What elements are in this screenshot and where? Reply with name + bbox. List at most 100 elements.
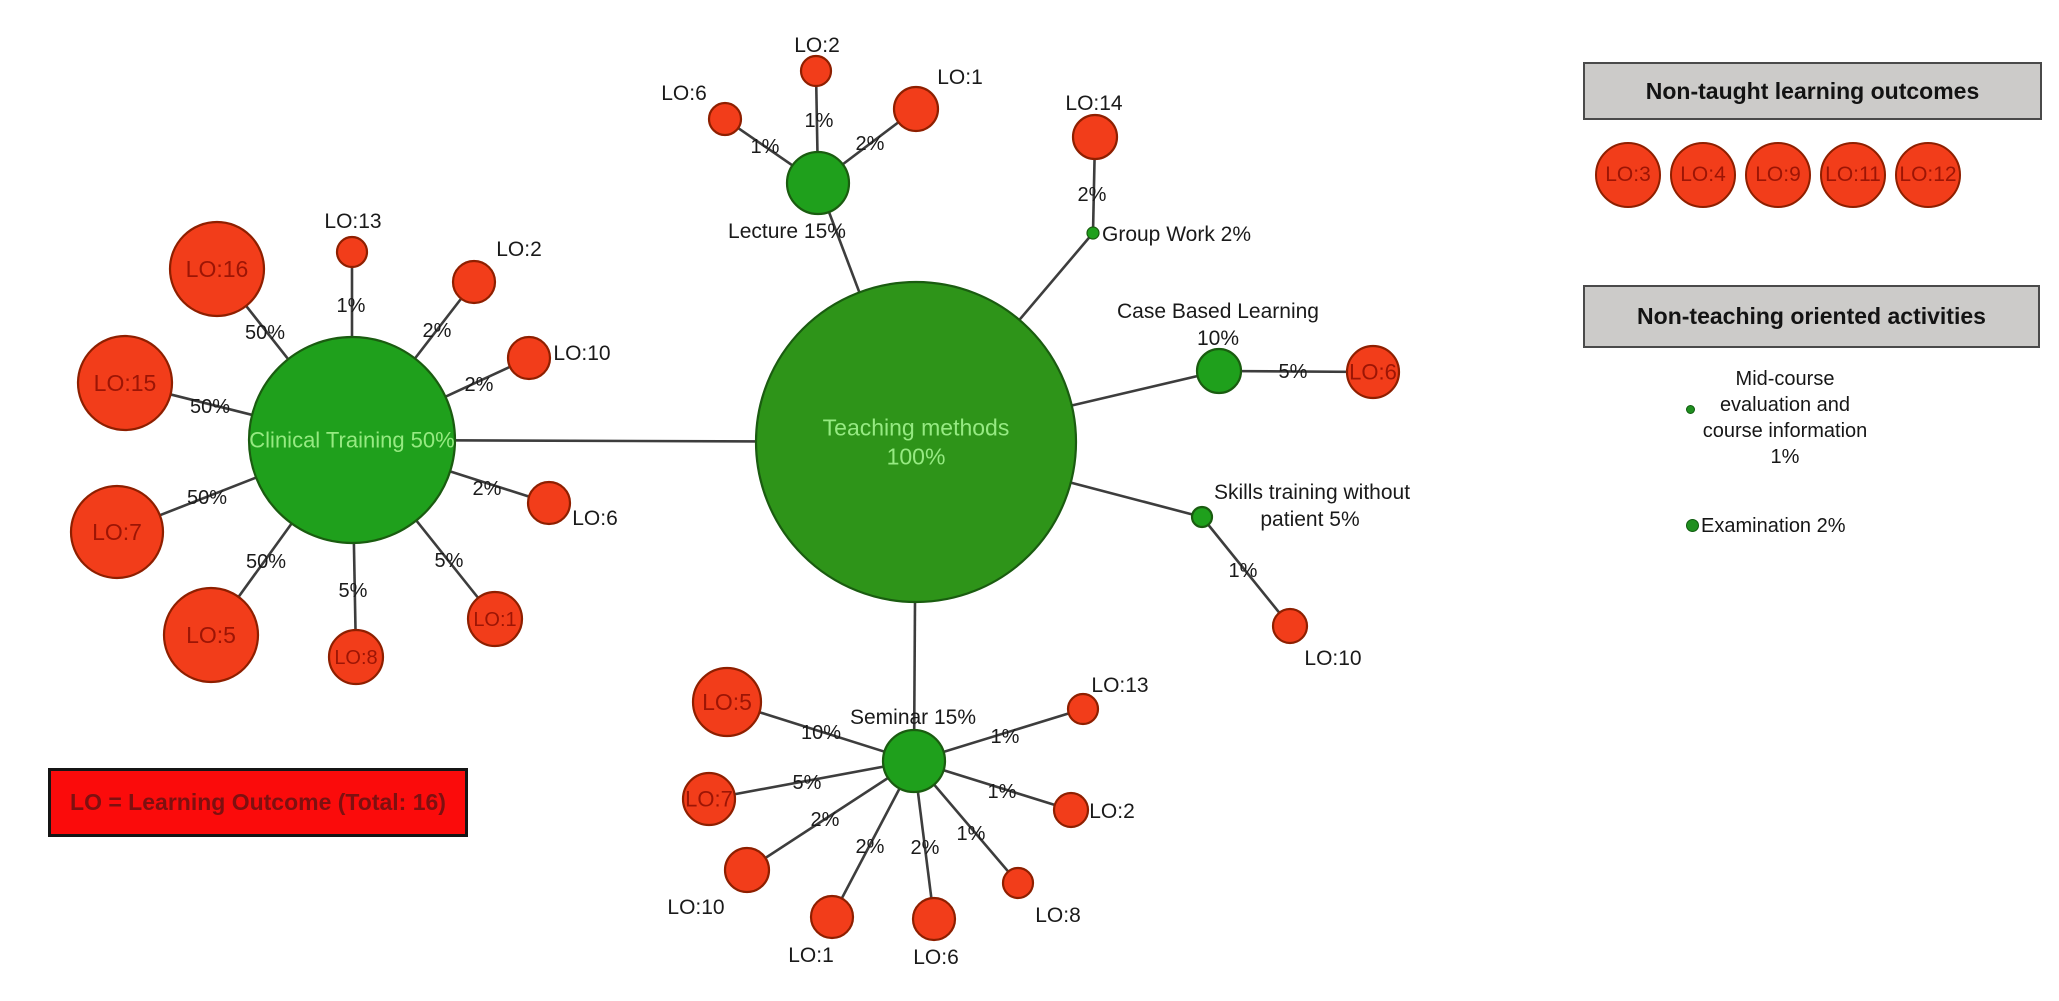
edge-seminar-se10: [746, 759, 915, 872]
edge-label-clinical-c15: 50%: [190, 396, 230, 418]
node-label-g14: LO:14: [1065, 92, 1123, 115]
legend-lo-circle-4: LO:12: [1895, 142, 1961, 208]
node-label-skills-1: patient 5%: [1260, 508, 1359, 531]
mid-course-line-3: course information: [1702, 420, 1868, 442]
edge-label-seminar-se7: 5%: [793, 772, 822, 794]
node-l2: [799, 54, 833, 88]
node-label-clinical: Clinical Training 50%: [249, 428, 454, 453]
node-se10: [723, 846, 771, 894]
node-label-se10: LO:10: [667, 896, 724, 919]
node-se7: [681, 771, 737, 827]
edge-label-skills-s10: 1%: [1229, 560, 1258, 582]
node-label-c13: LO:13: [324, 210, 381, 233]
node-lecture: [785, 150, 851, 216]
node-label-cb6: LO:6: [1349, 360, 1397, 385]
edge-label-clinical-c5: 50%: [246, 551, 286, 573]
node-label-groupwork: Group Work 2%: [1102, 223, 1251, 246]
edge-label-clinical-c7: 50%: [187, 487, 227, 509]
edge-label-clinical-c13: 1%: [337, 295, 366, 317]
mid-course-line-4: 1%: [1770, 446, 1800, 468]
node-label-c6: LO:6: [572, 507, 618, 530]
edge-label-seminar-se8: 1%: [957, 823, 986, 845]
node-cbl: [1195, 347, 1243, 395]
edge-label-seminar-se5: 10%: [801, 722, 841, 744]
node-c2: [451, 259, 497, 305]
node-label-l6: LO:6: [661, 82, 707, 105]
edge-label-clinical-c8: 5%: [339, 580, 368, 602]
node-label-c15: LO:15: [94, 370, 157, 396]
edge-label-seminar-se13: 1%: [991, 726, 1020, 748]
node-label-se13: LO:13: [1091, 674, 1148, 697]
node-c10: [506, 335, 552, 381]
node-l6: [707, 101, 743, 137]
node-skills: [1190, 505, 1214, 529]
node-label-se7: LO:7: [685, 787, 733, 812]
node-label-skills: Skills training without: [1214, 481, 1410, 504]
lo-note-box: LO = Learning Outcome (Total: 16): [48, 768, 468, 837]
edge-label-groupwork-g14: 2%: [1078, 184, 1107, 206]
node-se13: [1066, 692, 1100, 726]
node-seminar: [881, 728, 947, 794]
edge-skills-s10: [1200, 516, 1292, 627]
legend-lo-circle-2: LO:9: [1745, 142, 1811, 208]
node-c5: [162, 586, 260, 684]
node-label-c1: LO:1: [473, 609, 516, 631]
node-label-se8: LO:8: [1035, 904, 1081, 927]
edge-label-seminar-se10: 2%: [811, 809, 840, 831]
node-label-c5: LO:5: [186, 622, 236, 648]
node-groupwork: [1086, 226, 1100, 240]
edge-label-lecture-l1: 2%: [856, 133, 885, 155]
node-label-se2: LO:2: [1089, 800, 1135, 823]
mid-course-line-2: evaluation and: [1719, 394, 1851, 416]
mid-course-dot-icon: [1686, 405, 1695, 414]
node-c16: [168, 220, 266, 318]
edge-label-clinical-c10: 2%: [465, 374, 494, 396]
edge-label-seminar-se6: 2%: [911, 837, 940, 859]
legend-non-teaching-header: Non-teaching oriented activities: [1583, 285, 2040, 348]
edge-label-clinical-c1: 5%: [435, 550, 464, 572]
node-se6: [911, 896, 957, 942]
node-label-cbl-1: 10%: [1197, 327, 1239, 350]
node-label-c10: LO:10: [553, 342, 610, 365]
node-label-c16: LO:16: [186, 256, 249, 282]
edge-label-seminar-se2: 1%: [988, 781, 1017, 803]
node-label-se1: LO:1: [788, 944, 834, 967]
node-label-s10: LO:10: [1304, 647, 1361, 670]
edge-label-seminar-se1: 2%: [856, 836, 885, 858]
node-label-seminar: Seminar 15%: [850, 706, 976, 729]
legend-lo-circle-3: LO:11: [1820, 142, 1886, 208]
edge-label-lecture-l6: 1%: [751, 136, 780, 158]
legend-lo-circle-1: LO:4: [1670, 142, 1736, 208]
node-label-c2: LO:2: [496, 238, 542, 261]
node-s10: [1271, 607, 1309, 645]
node-cb6: [1345, 344, 1401, 400]
node-label-c7: LO:7: [92, 519, 142, 545]
node-g14: [1071, 113, 1119, 161]
node-c6: [526, 480, 572, 526]
non-taught-lo-list: LO:3 LO:4 LO:9 LO:11 LO:12: [1595, 142, 1961, 208]
node-se1: [809, 894, 855, 940]
node-c13: [335, 235, 369, 269]
node-label-se6: LO:6: [913, 946, 959, 969]
node-l1: [892, 85, 940, 133]
node-label-teaching-0: Teaching methods: [823, 415, 1010, 441]
edge-label-clinical-c6: 2%: [473, 478, 502, 500]
legend-lo-circle-0: LO:3: [1595, 142, 1661, 208]
mid-course-item: Mid-course evaluation and course informa…: [1645, 366, 1925, 470]
mid-course-line-1: Mid-course: [1735, 368, 1835, 390]
node-label-cbl: Case Based Learning: [1117, 300, 1319, 323]
node-teaching: [754, 280, 1078, 604]
node-label-lecture: Lecture 15%: [728, 220, 846, 243]
examination-item: Examination 2%: [1701, 515, 1846, 537]
node-label-l2: LO:2: [794, 34, 840, 57]
edge-label-lecture-l2: 1%: [805, 110, 834, 132]
node-label-se5: LO:5: [702, 689, 752, 715]
node-se2: [1052, 791, 1090, 829]
node-label-c8: LO:8: [334, 647, 377, 669]
node-c15: [76, 334, 174, 432]
node-se5: [691, 666, 763, 738]
legend-non-taught-header: Non-taught learning outcomes: [1583, 62, 2042, 120]
edge-seminar-se7: [708, 759, 915, 801]
